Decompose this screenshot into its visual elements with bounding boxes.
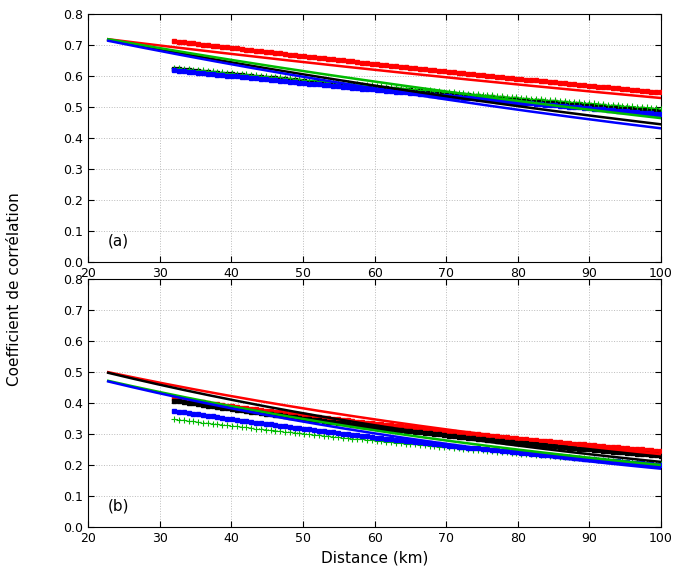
Text: (b): (b) bbox=[108, 499, 129, 513]
X-axis label: Distance (km): Distance (km) bbox=[321, 550, 428, 565]
Text: (a): (a) bbox=[108, 233, 129, 248]
Text: Coefficient de corrélation: Coefficient de corrélation bbox=[7, 193, 22, 386]
